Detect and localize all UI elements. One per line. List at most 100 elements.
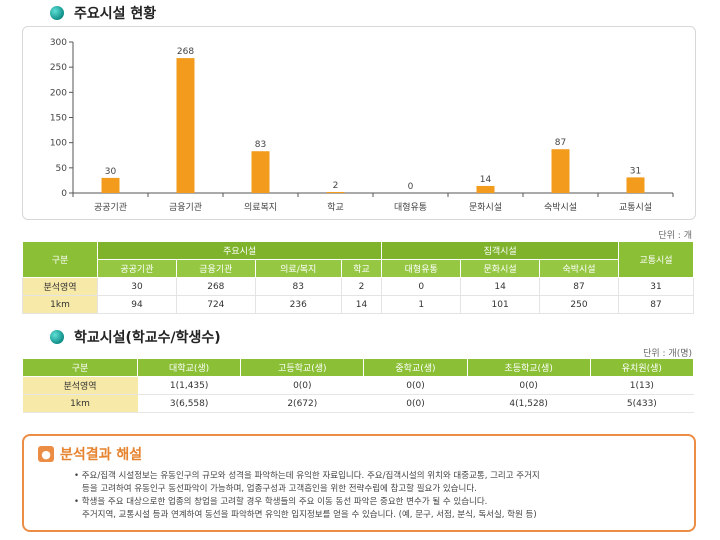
table-cell: 236 <box>254 295 342 314</box>
table-cell: 1(1,435) <box>137 376 241 395</box>
facilities-table: 구분 주요시설 집객시설 교통시설 공공기관 금융기관 의료/복지 학교 대형유… <box>22 241 694 314</box>
analysis-body: • 주요/집객 시설정보는 유동인구의 규모와 성격을 파악하는데 유익한 자료… <box>74 470 684 522</box>
x-tick-label: 의료복지 <box>244 202 277 213</box>
table-cell: 0(0) <box>363 376 468 395</box>
unit-label-2: 단위 : 개(명) <box>643 349 692 359</box>
table-cell: 268 <box>175 277 256 296</box>
table-row: 분석영역 1(1,435) 0(0) 0(0) 0(0) 1(13) <box>22 376 694 395</box>
sub-header: 숙박시설 <box>539 259 619 278</box>
y-tick-label: 0 <box>61 189 67 199</box>
bar <box>551 149 570 193</box>
table-cell: 4(1,528) <box>467 394 591 413</box>
analysis-line: • 학생을 주요 대상으로한 업종의 창업을 고려할 경우 학생들의 주요 이동… <box>74 497 488 507</box>
bar-value-label: 31 <box>630 166 641 176</box>
table-cell: 0(0) <box>240 376 364 395</box>
facilities-chart: 0 50 100 150 200 250 300 30 공공기관 268 금융기관 83 의료복지 2 학교… <box>22 26 696 220</box>
table-cell: 14 <box>460 277 541 296</box>
sub-header: 학교 <box>340 259 383 278</box>
bar <box>251 151 270 193</box>
x-tick-label: 숙박시설 <box>544 202 577 213</box>
x-tick-label: 문화시설 <box>469 202 502 213</box>
analysis-line: 주거지역, 교통시설 등과 연계하여 동선을 파악하면 유익한 입지정보를 얻을… <box>82 510 537 520</box>
schools-table: 구분 대학교(생) 고등학교(생) 중학교(생) 초등학교(생) 유치원(생) … <box>22 358 695 413</box>
analysis-title: 분석결과 해설 <box>60 447 143 463</box>
col-header: 고등학교(생) <box>240 358 365 377</box>
sub-header: 의료/복지 <box>254 259 342 278</box>
table-cell: 0(0) <box>467 376 591 395</box>
row-label: 분석영역 <box>22 277 98 296</box>
sub-header: 문화시설 <box>460 259 541 278</box>
bar <box>326 191 345 193</box>
col-transport: 교통시설 <box>618 241 694 278</box>
table-row: 1km 3(6,558) 2(672) 0(0) 4(1,528) 5(433) <box>22 394 694 413</box>
sub-header: 공공기관 <box>97 259 177 278</box>
table-cell: 87 <box>618 295 694 314</box>
x-tick-label: 공공기관 <box>94 202 127 213</box>
bar-value-label: 0 <box>408 182 414 192</box>
bar <box>626 177 645 193</box>
table-cell: 5(433) <box>590 394 694 413</box>
analysis-box: ● 분석결과 해설 • 주요/집객 시설정보는 유동인구의 규모와 성격을 파악… <box>22 434 696 532</box>
y-tick-label: 150 <box>50 114 67 124</box>
x-tick-label: 금융기관 <box>169 202 202 213</box>
y-tick-label: 50 <box>56 164 68 174</box>
table-cell: 0(0) <box>363 394 468 413</box>
table-cell: 250 <box>539 295 619 314</box>
unit-label-1: 단위 : 개 <box>658 231 692 241</box>
table-cell: 101 <box>460 295 541 314</box>
table-cell: 1 <box>381 295 462 314</box>
col-header: 구분 <box>22 358 138 377</box>
bar-value-label: 30 <box>105 167 117 177</box>
section-title-text: 학교시설(학교수/학생수) <box>74 330 221 346</box>
table-row: 분석영역 30 268 83 2 0 14 87 31 <box>22 277 694 296</box>
x-tick-label: 대형유통 <box>394 202 427 213</box>
bar <box>101 177 120 193</box>
col-header: 유치원(생) <box>589 358 695 377</box>
bullet-circle-icon <box>50 330 64 344</box>
y-tick-label: 100 <box>50 139 67 149</box>
y-tick-label: 300 <box>50 38 67 48</box>
table-cell: 94 <box>97 295 177 314</box>
table-cell: 2 <box>340 277 383 296</box>
table-cell: 3(6,558) <box>137 394 241 413</box>
col-header: 초등학교(생) <box>466 358 591 377</box>
bar-value-label: 83 <box>255 140 266 150</box>
table-cell: 2(672) <box>240 394 364 413</box>
y-tick-label: 200 <box>50 88 67 98</box>
x-tick-label: 교통시설 <box>619 202 652 213</box>
y-tick-label: 250 <box>50 63 67 73</box>
analysis-line: • 주요/집객 시설정보는 유동인구의 규모와 성격을 파악하는데 유익한 자료… <box>74 471 540 481</box>
col-gubun: 구분 <box>22 241 98 278</box>
table-cell: 83 <box>254 277 342 296</box>
row-label: 1km <box>22 295 98 314</box>
table-cell: 14 <box>340 295 383 314</box>
table-cell: 31 <box>618 277 694 296</box>
table-cell: 0 <box>381 277 462 296</box>
table-cell: 87 <box>539 277 619 296</box>
section-title-schools: 학교시설(학교수/학생수) <box>50 327 221 347</box>
bar-value-label: 2 <box>333 181 339 191</box>
col-header: 대학교(생) <box>136 358 242 377</box>
sub-header: 금융기관 <box>175 259 256 278</box>
lightbulb-icon: ● <box>38 446 54 462</box>
section-title-facilities: 주요시설 현황 <box>50 3 156 23</box>
row-label: 1km <box>22 394 138 413</box>
row-label: 분석영역 <box>22 376 138 395</box>
group-main-facilities: 주요시설 <box>96 241 383 260</box>
x-tick-label: 학교 <box>327 202 344 213</box>
facilities-bar-chart: 0 50 100 150 200 250 300 30 공공기관 268 금융기관 83 의료복지 2 학교… <box>50 38 674 213</box>
table-cell: 724 <box>175 295 256 314</box>
analysis-heading: ● 분석결과 해설 <box>38 444 142 464</box>
bar-value-label: 268 <box>177 47 194 57</box>
bar-value-label: 87 <box>555 138 566 148</box>
analysis-line: 등을 고려하여 유동인구 동선파악이 가능하며, 업종구성과 고객흡인을 위한 … <box>82 484 477 494</box>
table-cell: 1(13) <box>590 376 694 395</box>
bar <box>476 185 495 193</box>
sub-header: 대형유통 <box>381 259 462 278</box>
table-row: 1km 94 724 236 14 1 101 250 87 <box>22 295 694 314</box>
table-cell: 30 <box>97 277 177 296</box>
bar-value-label: 14 <box>480 175 492 185</box>
bullet-circle-icon <box>50 6 64 20</box>
bar <box>176 58 195 194</box>
group-gathering-facilities: 집객시설 <box>381 241 619 260</box>
